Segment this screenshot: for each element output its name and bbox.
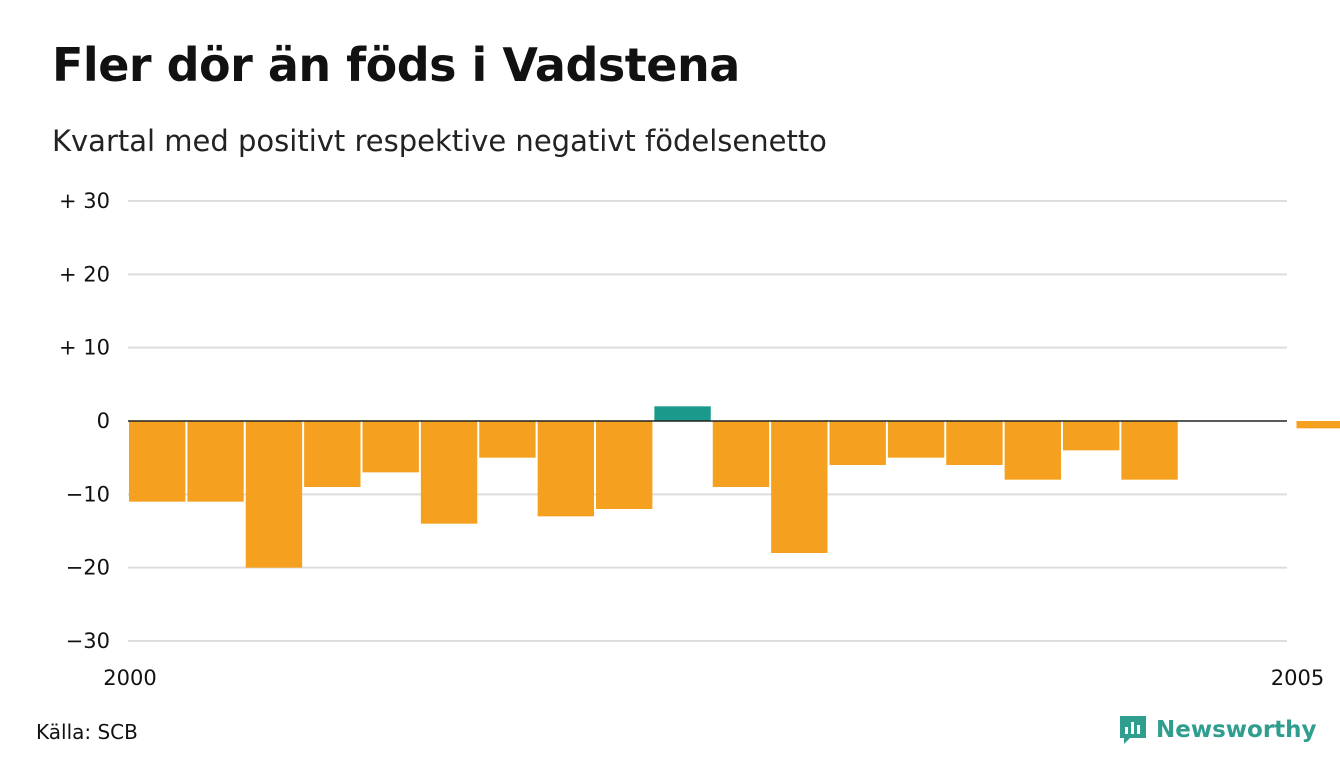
x-tick-label: 2005 <box>1271 666 1324 690</box>
bar-negative <box>537 421 595 517</box>
y-tick-label: 0 <box>97 409 110 433</box>
bar-negative <box>362 421 419 473</box>
y-tick-label: + 20 <box>59 262 110 286</box>
bar-negative <box>245 421 303 568</box>
bar-negative <box>1296 421 1340 429</box>
bar-negative <box>304 421 361 487</box>
bar-negative <box>1121 421 1178 480</box>
bar-negative <box>946 421 1003 465</box>
bars <box>129 406 1340 568</box>
gridlines <box>128 200 1287 642</box>
y-tick-label: −10 <box>66 482 110 506</box>
bar-chart: −30−20−100+ 10+ 20+ 30 20002005201020152… <box>59 189 1340 690</box>
brand-name: Newsworthy <box>1156 717 1317 743</box>
bar-negative <box>887 421 945 458</box>
y-tick-label: + 30 <box>59 189 110 213</box>
bar-negative <box>771 421 828 553</box>
y-tick-label: −20 <box>66 556 110 580</box>
chart-title: Fler dör än föds i Vadstena <box>52 38 740 92</box>
y-tick-label: −30 <box>66 629 110 653</box>
x-tick-label: 2000 <box>103 666 156 690</box>
bar-chart-speech-bubble-icon <box>1120 716 1146 744</box>
bar-negative <box>479 421 536 458</box>
bar-negative <box>129 421 186 502</box>
brand-logo[interactable]: Newsworthy <box>1118 714 1317 746</box>
bar-negative <box>596 421 653 509</box>
bar-negative <box>187 421 244 502</box>
bar-positive <box>654 406 711 421</box>
chart-subtitle: Kvartal med positivt respektive negativt… <box>52 124 827 158</box>
bar-negative <box>1063 421 1120 451</box>
bar-negative <box>712 421 770 487</box>
y-axis-ticks: −30 −20 −10 0 + 10 + 20 + 30 <box>59 189 110 653</box>
source-label: Källa: SCB <box>36 720 138 744</box>
bar-negative <box>420 421 478 524</box>
bar-negative <box>1004 421 1062 480</box>
x-axis-ticks: 20002005201020152020 <box>103 666 1324 690</box>
y-tick-label: + 10 <box>59 336 110 360</box>
bar-negative <box>829 421 886 465</box>
